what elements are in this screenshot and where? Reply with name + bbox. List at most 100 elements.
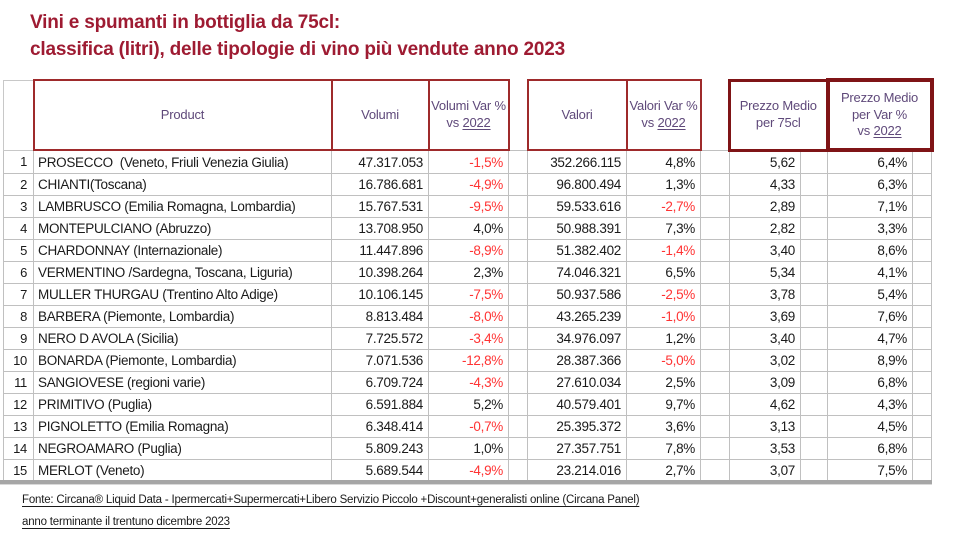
product-cell: CHIANTI(Toscana) bbox=[33, 173, 332, 196]
spacer-cell bbox=[800, 393, 828, 416]
spacer-cell bbox=[800, 327, 828, 350]
prezzo-var-cell: 6,8% bbox=[827, 437, 913, 460]
prezzo-cell: 4,62 bbox=[729, 393, 801, 416]
valori-cell: 51.382.402 bbox=[527, 239, 627, 262]
spacer-cell bbox=[508, 195, 528, 218]
volumi-cell: 47.317.053 bbox=[331, 149, 429, 174]
header-volumi: Volumi bbox=[330, 79, 430, 151]
rank-cell: 14 bbox=[3, 437, 34, 460]
spacer-cell bbox=[700, 261, 730, 284]
spacer-cell bbox=[508, 217, 528, 240]
valori-var-cell: 9,7% bbox=[626, 393, 701, 416]
spacer-cell bbox=[912, 217, 932, 240]
volumi-cell: 10.398.264 bbox=[331, 261, 429, 284]
spacer-cell bbox=[912, 195, 932, 218]
prezzo-var-cell: 6,8% bbox=[827, 371, 913, 394]
prezzo-cell: 5,62 bbox=[729, 149, 801, 174]
prezzo-cell: 3,78 bbox=[729, 283, 801, 306]
valori-var-cell: 6,5% bbox=[626, 261, 701, 284]
volumi-cell: 7.071.536 bbox=[331, 349, 429, 372]
prezzo-var-cell: 7,6% bbox=[827, 305, 913, 328]
valori-cell: 352.266.115 bbox=[527, 149, 627, 174]
valori-var-cell: 7,3% bbox=[626, 217, 701, 240]
prezzo-cell: 3,02 bbox=[729, 349, 801, 372]
product-cell: MONTEPULCIANO (Abruzzo) bbox=[33, 217, 332, 240]
spacer-cell bbox=[508, 239, 528, 262]
product-cell: SANGIOVESE (regioni varie) bbox=[33, 371, 332, 394]
volumi-var-cell: 5,2% bbox=[428, 393, 509, 416]
product-cell: BARBERA (Piemonte, Lombardia) bbox=[33, 305, 332, 328]
table-row: 3 LAMBRUSCO (Emilia Romagna, Lombardia) … bbox=[3, 195, 932, 218]
volumi-var-cell: -1,5% bbox=[428, 149, 509, 174]
product-cell: MERLOT (Veneto) bbox=[33, 459, 332, 482]
valori-cell: 28.387.366 bbox=[527, 349, 627, 372]
rank-cell: 2 bbox=[3, 173, 34, 196]
spacer-cell bbox=[508, 173, 528, 196]
rank-cell: 5 bbox=[3, 239, 34, 262]
rank-cell: 1 bbox=[3, 149, 34, 174]
prezzo-cell: 3,13 bbox=[729, 415, 801, 438]
spacer-cell bbox=[508, 459, 528, 482]
table-row: 14 NEGROAMARO (Puglia) 5.809.243 1,0% 27… bbox=[3, 437, 932, 460]
volumi-cell: 15.767.531 bbox=[331, 195, 429, 218]
volumi-cell: 5.809.243 bbox=[331, 437, 429, 460]
year-underlined: 2022 bbox=[657, 115, 686, 130]
valori-cell: 27.610.034 bbox=[527, 371, 627, 394]
volumi-cell: 6.591.884 bbox=[331, 393, 429, 416]
spacer-cell bbox=[508, 327, 528, 350]
valori-cell: 50.988.391 bbox=[527, 217, 627, 240]
prezzo-var-cell: 3,3% bbox=[827, 217, 913, 240]
rank-cell: 3 bbox=[3, 195, 34, 218]
volumi-var-cell: 4,0% bbox=[428, 217, 509, 240]
valori-var-cell: -1,4% bbox=[626, 239, 701, 262]
volumi-var-cell: -12,8% bbox=[428, 349, 509, 372]
valori-var-cell: 4,8% bbox=[626, 149, 701, 174]
rank-cell: 11 bbox=[3, 371, 34, 394]
table-row: 10 BONARDA (Piemonte, Lombardia) 7.071.5… bbox=[3, 349, 932, 372]
spacer-cell bbox=[800, 415, 828, 438]
prezzo-cell: 3,53 bbox=[729, 437, 801, 460]
spacer-cell bbox=[912, 393, 932, 416]
spacer-cell bbox=[912, 173, 932, 196]
spacer-cell bbox=[700, 371, 730, 394]
spacer-cell bbox=[508, 283, 528, 306]
product-cell: PRIMITIVO (Puglia) bbox=[33, 393, 332, 416]
valori-var-cell: 1,2% bbox=[626, 327, 701, 350]
spacer-cell bbox=[912, 283, 932, 306]
rank-cell: 12 bbox=[3, 393, 34, 416]
table-row: 5 CHARDONNAY (Internazionale) 11.447.896… bbox=[3, 239, 932, 262]
volumi-cell: 16.786.681 bbox=[331, 173, 429, 196]
spacer-cell bbox=[700, 305, 730, 328]
valori-cell: 25.395.372 bbox=[527, 415, 627, 438]
valori-var-cell: 3,6% bbox=[626, 415, 701, 438]
spacer-cell bbox=[700, 393, 730, 416]
table-row: 7 MULLER THURGAU (Trentino Alto Adige) 1… bbox=[3, 283, 932, 306]
rank-header-blank bbox=[3, 79, 34, 151]
product-cell: PIGNOLETTO (Emilia Romagna) bbox=[33, 415, 332, 438]
table-row: 13 PIGNOLETTO (Emilia Romagna) 6.348.414… bbox=[3, 415, 932, 438]
volumi-cell: 8.813.484 bbox=[331, 305, 429, 328]
spacer-cell bbox=[800, 349, 828, 372]
valori-cell: 96.800.494 bbox=[527, 173, 627, 196]
table-body: 1 PROSECCO (Veneto, Friuli Venezia Giuli… bbox=[3, 149, 932, 482]
table-row: 2 CHIANTI(Toscana) 16.786.681 -4,9% 96.8… bbox=[3, 173, 932, 196]
prezzo-cell: 3,09 bbox=[729, 371, 801, 394]
volumi-cell: 11.447.896 bbox=[331, 239, 429, 262]
spacer-cell bbox=[912, 437, 932, 460]
spacer-cell bbox=[800, 217, 828, 240]
valori-var-cell: 7,8% bbox=[626, 437, 701, 460]
prezzo-cell: 3,40 bbox=[729, 239, 801, 262]
table-row: 12 PRIMITIVO (Puglia) 6.591.884 5,2% 40.… bbox=[3, 393, 932, 416]
prezzo-cell: 3,40 bbox=[729, 327, 801, 350]
volumi-cell: 7.725.572 bbox=[331, 327, 429, 350]
prezzo-var-cell: 5,4% bbox=[827, 283, 913, 306]
volumi-var-cell: 1,0% bbox=[428, 437, 509, 460]
spacer-cell bbox=[700, 239, 730, 262]
product-cell: NERO D AVOLA (Sicilia) bbox=[33, 327, 332, 350]
source-footer: Fonte: Circana® Liquid Data - Ipermercat… bbox=[22, 490, 640, 534]
valori-cell: 74.046.321 bbox=[527, 261, 627, 284]
valori-cell: 59.533.616 bbox=[527, 195, 627, 218]
header-prezzo-medio: Prezzo Medio per 75cl bbox=[728, 78, 829, 152]
spacer-cell bbox=[700, 195, 730, 218]
spacer-cell bbox=[800, 305, 828, 328]
